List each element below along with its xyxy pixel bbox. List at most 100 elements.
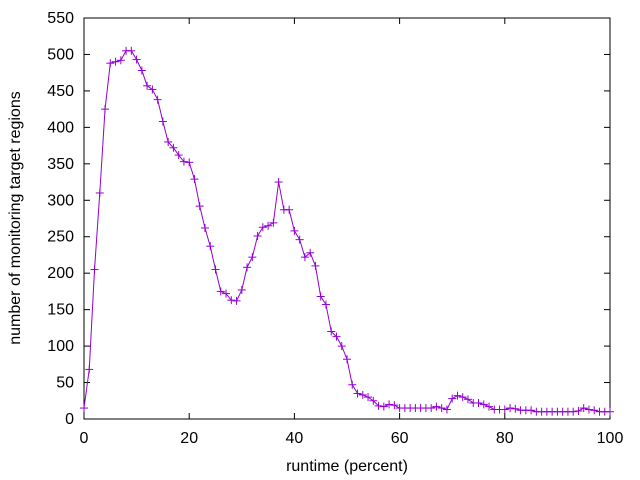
y-tick-label: 500	[47, 46, 74, 63]
data-point-marker	[85, 365, 94, 374]
data-point-marker	[485, 402, 494, 411]
series-markers	[80, 46, 614, 416]
x-tick-label: 60	[391, 430, 409, 447]
data-point-marker	[185, 158, 194, 167]
data-point-marker	[590, 406, 599, 415]
y-axis-ticks: 0 50 100 150 200 250 300 350 400 450 500 550	[47, 10, 610, 428]
data-point-marker	[343, 355, 351, 364]
data-point-marker	[137, 66, 146, 75]
data-point-marker	[116, 56, 125, 65]
data-point-marker	[232, 296, 241, 305]
data-point-marker	[111, 57, 120, 66]
data-point-marker	[390, 401, 399, 410]
data-point-marker	[379, 402, 388, 411]
y-tick-label: 550	[47, 10, 74, 27]
data-point-marker	[211, 265, 220, 274]
data-point-marker	[153, 95, 162, 104]
y-tick-label: 100	[47, 338, 74, 355]
data-point-marker	[506, 404, 515, 413]
data-point-marker	[527, 406, 536, 415]
data-point-marker	[358, 390, 367, 399]
data-point-marker	[432, 402, 441, 411]
data-point-marker	[290, 226, 299, 235]
data-point-marker	[206, 242, 215, 251]
data-point-marker	[143, 81, 152, 90]
x-axis-label: runtime (percent)	[286, 458, 408, 475]
data-point-marker	[348, 380, 357, 389]
data-point-marker	[437, 404, 446, 413]
y-tick-label: 0	[65, 411, 74, 428]
data-point-marker	[321, 300, 330, 309]
data-point-marker	[190, 175, 199, 184]
data-point-marker	[132, 55, 141, 64]
y-tick-label: 250	[47, 229, 74, 246]
data-point-marker	[385, 400, 394, 409]
data-point-marker	[306, 248, 315, 257]
data-point-marker	[195, 202, 204, 211]
y-tick-label: 200	[47, 265, 74, 282]
data-point-marker	[158, 117, 167, 126]
data-point-marker	[164, 137, 173, 146]
y-tick-label: 450	[47, 83, 74, 100]
data-point-marker	[80, 404, 88, 413]
x-tick-label: 80	[496, 430, 514, 447]
data-point-marker	[148, 85, 157, 94]
y-axis-label: number of monitoring target regions	[7, 91, 24, 344]
data-point-marker	[200, 223, 209, 232]
data-point-marker	[316, 292, 325, 301]
data-point-marker	[169, 143, 178, 152]
data-point-marker	[174, 151, 183, 160]
data-point-marker	[463, 395, 472, 404]
data-point-marker	[327, 327, 336, 336]
data-point-marker	[179, 157, 188, 166]
data-point-marker	[369, 396, 378, 405]
data-point-marker	[222, 289, 231, 298]
data-point-marker	[227, 296, 236, 305]
data-point-marker	[579, 404, 588, 413]
data-point-marker	[453, 391, 462, 400]
y-tick-label: 400	[47, 119, 74, 136]
data-point-marker	[95, 188, 104, 197]
data-point-marker	[90, 265, 99, 274]
data-point-marker	[216, 287, 225, 296]
x-tick-label: 0	[80, 430, 89, 447]
data-point-marker	[243, 263, 252, 272]
data-point-marker	[606, 407, 614, 416]
y-tick-label: 150	[47, 302, 74, 319]
data-point-marker	[442, 405, 451, 414]
data-point-marker	[295, 235, 304, 244]
data-point-marker	[264, 221, 273, 230]
data-point-marker	[474, 398, 483, 407]
x-axis-ticks: 0 20 40 60 80 100	[80, 18, 624, 447]
data-point-marker	[258, 223, 267, 232]
data-point-marker	[101, 105, 110, 114]
data-point-marker	[427, 404, 436, 413]
x-tick-label: 20	[180, 430, 198, 447]
data-point-marker	[337, 342, 346, 351]
data-point-marker	[479, 400, 488, 409]
x-tick-label: 40	[286, 430, 304, 447]
y-tick-label: 300	[47, 192, 74, 209]
data-point-marker	[500, 405, 509, 414]
data-point-marker	[311, 261, 320, 270]
data-point-marker	[332, 332, 341, 341]
data-point-marker	[106, 59, 115, 68]
data-point-marker	[269, 218, 278, 227]
data-point-marker	[353, 389, 362, 398]
data-point-marker	[274, 178, 283, 187]
data-point-marker	[374, 401, 383, 410]
data-point-marker	[584, 405, 593, 414]
data-point-marker	[237, 285, 246, 294]
data-point-marker	[364, 393, 373, 402]
data-point-marker	[285, 205, 294, 214]
x-tick-label: 100	[597, 430, 624, 447]
y-tick-label: 350	[47, 156, 74, 173]
plot-frame	[83, 17, 611, 420]
data-point-marker	[458, 393, 467, 402]
data-point-marker	[574, 406, 583, 415]
data-point-marker	[248, 253, 257, 262]
data-point-marker	[127, 46, 136, 55]
data-point-marker	[511, 404, 520, 413]
y-tick-label: 50	[56, 375, 74, 392]
